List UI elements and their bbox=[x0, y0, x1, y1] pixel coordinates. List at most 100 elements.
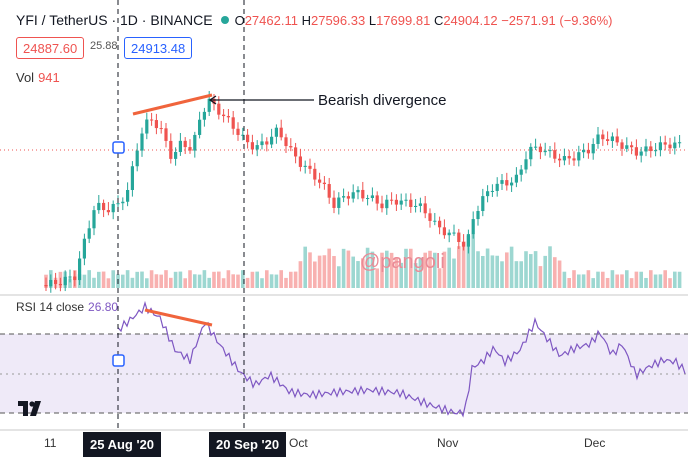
candle-body bbox=[102, 202, 106, 211]
volume-bar bbox=[509, 246, 514, 288]
volume-bar bbox=[125, 270, 130, 288]
candle-body bbox=[582, 149, 586, 153]
volume-bar bbox=[466, 235, 471, 288]
buy-price-button[interactable]: 24913.48 bbox=[124, 37, 193, 59]
volume-bar bbox=[658, 274, 663, 288]
volume-bar bbox=[601, 271, 605, 288]
rsi-value: 26.80 bbox=[88, 300, 119, 314]
volume-bar bbox=[135, 271, 139, 288]
volume-bar bbox=[413, 263, 418, 288]
volume-bar bbox=[245, 277, 250, 288]
volume-bar bbox=[677, 271, 682, 288]
symbol-title[interactable]: YFI / TetherUS · 1D · BINANCE bbox=[16, 12, 213, 28]
rsi-label: RSI 14 close bbox=[16, 300, 85, 314]
candle-body bbox=[78, 258, 82, 281]
candle-body bbox=[260, 141, 264, 146]
candle-body bbox=[207, 98, 211, 112]
rsi-line bbox=[117, 300, 686, 418]
candle-body bbox=[418, 203, 422, 206]
volume-bar bbox=[490, 255, 495, 288]
volume-bar bbox=[92, 277, 96, 288]
volume-bar bbox=[471, 233, 475, 288]
candle-body bbox=[442, 227, 446, 236]
volume-bar bbox=[567, 278, 571, 288]
price-divergence-line[interactable] bbox=[132, 93, 213, 116]
candle-body bbox=[399, 200, 403, 205]
volume-label: Vol bbox=[16, 70, 35, 85]
candle-body bbox=[322, 182, 326, 185]
candle-body bbox=[361, 189, 365, 199]
candle-body bbox=[457, 232, 461, 242]
volume-bar bbox=[279, 270, 283, 288]
candle-body bbox=[538, 146, 542, 153]
rsi-legend[interactable]: RSI 14 close 26.80 bbox=[16, 300, 118, 314]
candle-body bbox=[246, 134, 250, 143]
candle-body bbox=[649, 146, 653, 152]
volume-bar bbox=[269, 274, 274, 288]
tradingview-logo-icon[interactable] bbox=[16, 396, 44, 422]
candle-body bbox=[303, 165, 307, 167]
volume-bar bbox=[351, 256, 355, 288]
candle-body bbox=[145, 119, 149, 134]
candle-body bbox=[606, 139, 610, 141]
candle-body bbox=[678, 142, 682, 144]
candle-body bbox=[174, 151, 178, 159]
candle-body bbox=[49, 279, 53, 287]
drag-handle-price[interactable] bbox=[112, 141, 125, 154]
volume-bar bbox=[505, 252, 509, 288]
candle-body bbox=[337, 197, 341, 208]
candle-body bbox=[284, 137, 288, 147]
volume-bar bbox=[375, 268, 379, 288]
candle-body bbox=[159, 128, 163, 130]
volume-bar bbox=[673, 271, 677, 288]
volume-bar bbox=[183, 278, 187, 288]
candle-body bbox=[553, 150, 557, 159]
candle-body bbox=[294, 147, 298, 157]
candle-body bbox=[289, 146, 293, 148]
candle-body bbox=[106, 210, 110, 213]
volume-bar bbox=[572, 270, 576, 288]
volume-bar bbox=[193, 274, 197, 288]
rsi-divergence-line[interactable] bbox=[144, 308, 213, 327]
symbol-legend[interactable]: YFI / TetherUS · 1D · BINANCE O27462.11 H… bbox=[16, 12, 613, 28]
volume-bar bbox=[327, 248, 331, 288]
volume-bar bbox=[524, 251, 528, 288]
candle-body bbox=[236, 128, 240, 135]
candle-body bbox=[212, 98, 216, 104]
candle-body bbox=[130, 166, 134, 191]
candle-body bbox=[414, 205, 418, 207]
candle-body bbox=[198, 119, 202, 135]
candle-body bbox=[663, 142, 667, 145]
date-marker-tag-b[interactable]: 20 Sep '20 bbox=[209, 432, 287, 457]
volume-bar bbox=[308, 252, 312, 288]
candle-body bbox=[327, 184, 331, 198]
candle-body bbox=[318, 179, 322, 183]
volume-bar bbox=[159, 274, 163, 288]
volume-bar bbox=[514, 261, 519, 288]
volume-bar bbox=[140, 271, 144, 288]
volume-bar bbox=[404, 248, 408, 288]
volume-bar bbox=[221, 278, 226, 288]
candle-body bbox=[394, 199, 398, 205]
candle-body bbox=[279, 127, 283, 138]
volume-bar bbox=[581, 274, 586, 288]
candle-body bbox=[620, 142, 624, 149]
candle-body bbox=[471, 219, 475, 235]
candle-body bbox=[135, 150, 139, 167]
candle-body bbox=[423, 203, 427, 214]
volume-bar bbox=[442, 251, 447, 288]
candle-body bbox=[188, 147, 192, 151]
sell-price-button[interactable]: 24887.60 bbox=[16, 37, 85, 59]
date-marker-tag-a[interactable]: 25 Aug '20 bbox=[83, 432, 162, 457]
drag-handle-rsi[interactable] bbox=[112, 354, 125, 367]
volume-legend[interactable]: Vol 941 bbox=[16, 70, 60, 85]
candle-body bbox=[241, 134, 245, 136]
volume-bar bbox=[543, 255, 547, 288]
divergence-annotation[interactable]: Bearish divergence bbox=[318, 92, 447, 109]
candle-body bbox=[510, 182, 514, 186]
candles bbox=[44, 91, 682, 293]
volume-bar bbox=[533, 251, 538, 288]
volume-bar bbox=[418, 257, 423, 288]
candle-body bbox=[610, 136, 614, 141]
